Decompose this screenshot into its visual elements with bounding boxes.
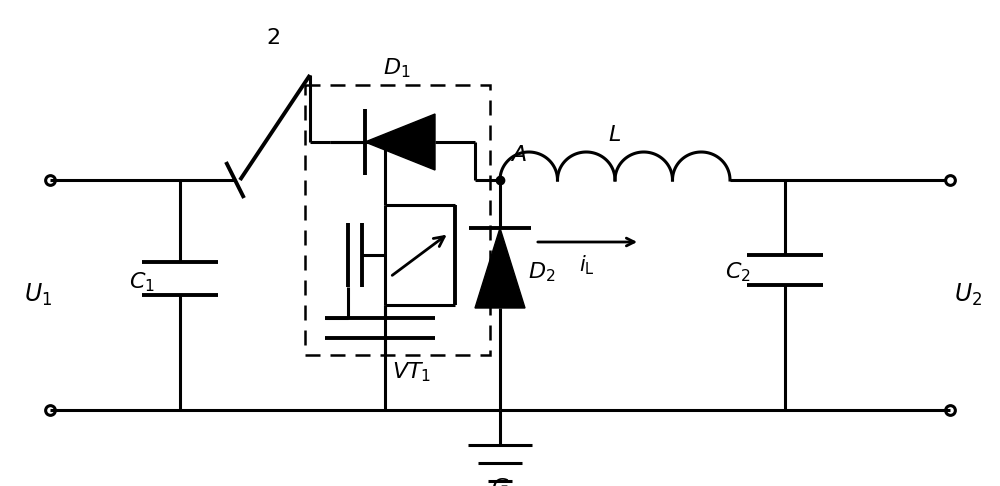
Text: $A$: $A$ <box>510 144 526 166</box>
Text: $D_2$: $D_2$ <box>528 260 556 284</box>
Text: $L$: $L$ <box>608 124 622 146</box>
Text: $U_1$: $U_1$ <box>24 282 52 308</box>
Text: $U_2$: $U_2$ <box>954 282 982 308</box>
Text: $VT_1$: $VT_1$ <box>392 360 432 384</box>
Text: $2$: $2$ <box>266 27 280 49</box>
Text: $D_1$: $D_1$ <box>383 56 411 80</box>
Text: $i_{\rm L}$: $i_{\rm L}$ <box>579 253 595 277</box>
Text: $C_1$: $C_1$ <box>129 270 155 294</box>
Text: $C_2$: $C_2$ <box>725 260 751 284</box>
Polygon shape <box>475 228 525 308</box>
Polygon shape <box>365 114 435 170</box>
Text: $G$: $G$ <box>491 477 509 486</box>
